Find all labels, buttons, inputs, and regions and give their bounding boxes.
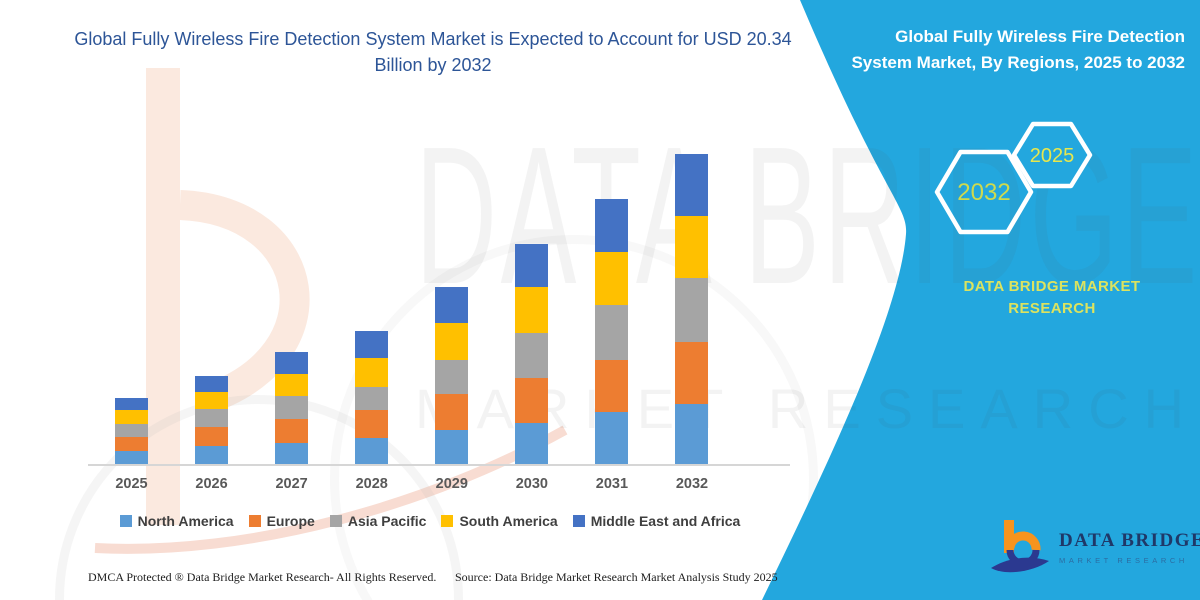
stacked-bar-2028: [355, 330, 389, 464]
bar-segment-asia-pacific: [435, 359, 469, 394]
bar-segment-middle-east-and-africa: [595, 198, 629, 252]
legend-swatch-north-america: [119, 515, 132, 527]
bar-segment-europe: [275, 418, 309, 443]
legend-swatch-middle-east-and-africa: [572, 515, 585, 527]
bar-segment-europe: [675, 341, 709, 405]
stacked-bar-2032: [675, 154, 709, 464]
legend-swatch-europe: [248, 515, 261, 527]
bar-segment-middle-east-and-africa: [435, 287, 469, 323]
bar-segment-north-america: [435, 430, 469, 464]
source-note: Source: Data Bridge Market Research Mark…: [455, 570, 778, 584]
bar-segment-europe: [435, 393, 469, 431]
chart-legend: North America Europe Asia Pacific South Ame…: [85, 513, 775, 529]
bar-segment-europe: [115, 437, 148, 451]
bar-segment-north-america: [115, 451, 148, 464]
bar-segment-asia-pacific: [275, 395, 309, 419]
bar-segment-asia-pacific: [115, 423, 148, 438]
bar-segment-north-america: [515, 422, 549, 464]
bar-segment-south-america: [115, 409, 148, 424]
x-axis-label-2029: 2029: [435, 476, 468, 492]
bar-segment-south-america: [515, 286, 549, 333]
legend-item-middle-east-and-africa: Middle East and Africa: [572, 513, 741, 529]
bar-segment-asia-pacific: [675, 277, 709, 342]
bar-segment-north-america: [195, 446, 229, 464]
bar-segment-europe: [355, 409, 389, 439]
x-axis-label-2025: 2025: [115, 476, 148, 492]
stacked-bar-2029: [435, 287, 469, 464]
legend-item-south-america: South America: [441, 513, 558, 529]
x-axis-line: [88, 464, 790, 466]
bar-segment-asia-pacific: [195, 409, 229, 428]
chart-title: Global Fully Wireless Fire Detection Sys…: [74, 29, 792, 76]
x-axis-label-2026: 2026: [195, 476, 228, 492]
bar-segment-south-america: [675, 216, 709, 278]
bar-segment-asia-pacific: [595, 304, 629, 360]
bar-segment-asia-pacific: [515, 332, 549, 379]
legend-label-asia-pacific: Asia Pacific: [347, 513, 427, 529]
dmca-notice: DMCA Protected ® Data Bridge Market Rese…: [88, 570, 437, 584]
bar-segment-middle-east-and-africa: [275, 352, 309, 375]
legend-label-south-america: South America: [459, 513, 558, 529]
legend-item-europe: Europe: [248, 513, 315, 529]
stacked-bar-2025: [115, 397, 148, 464]
legend-label-north-america: North America: [137, 513, 234, 529]
bar-segment-middle-east-and-africa: [515, 243, 549, 287]
legend-label-europe: Europe: [266, 513, 315, 529]
x-axis-label-2031: 2031: [595, 476, 629, 492]
bar-segment-middle-east-and-africa: [195, 375, 229, 392]
bar-segment-asia-pacific: [355, 386, 389, 410]
x-axis-label-2032: 2032: [675, 476, 709, 492]
bar-segment-north-america: [595, 411, 629, 464]
bar-segment-north-america: [675, 404, 709, 464]
bar-segment-north-america: [355, 438, 389, 464]
x-axis-label-2028: 2028: [355, 476, 388, 492]
legend-swatch-asia-pacific: [329, 515, 342, 527]
legend-item-north-america: North America: [119, 513, 234, 529]
bar-segment-europe: [595, 359, 629, 412]
x-axis-label-2030: 2030: [515, 476, 548, 492]
x-axis-label-2027: 2027: [275, 476, 308, 492]
stacked-bar-2030: [515, 243, 549, 464]
bar-segment-south-america: [275, 374, 309, 396]
bar-segment-north-america: [275, 442, 309, 464]
stacked-bar-2026: [195, 375, 229, 464]
bar-segment-south-america: [195, 391, 229, 410]
bar-segment-south-america: [435, 322, 469, 360]
legend-item-asia-pacific: Asia Pacific: [329, 513, 427, 529]
legend-label-middle-east-and-africa: Middle East and Africa: [590, 513, 741, 529]
bar-segment-europe: [195, 427, 229, 446]
bar-segment-middle-east-and-africa: [115, 397, 148, 410]
stacked-bar-2027: [275, 352, 309, 464]
stacked-bar-2031: [595, 198, 629, 464]
legend-swatch-south-america: [441, 515, 454, 527]
bar-segment-middle-east-and-africa: [675, 154, 709, 217]
bar-segment-south-america: [595, 251, 629, 305]
bar-segment-europe: [515, 378, 549, 423]
bar-segment-south-america: [355, 357, 389, 387]
bar-segment-middle-east-and-africa: [355, 330, 389, 358]
